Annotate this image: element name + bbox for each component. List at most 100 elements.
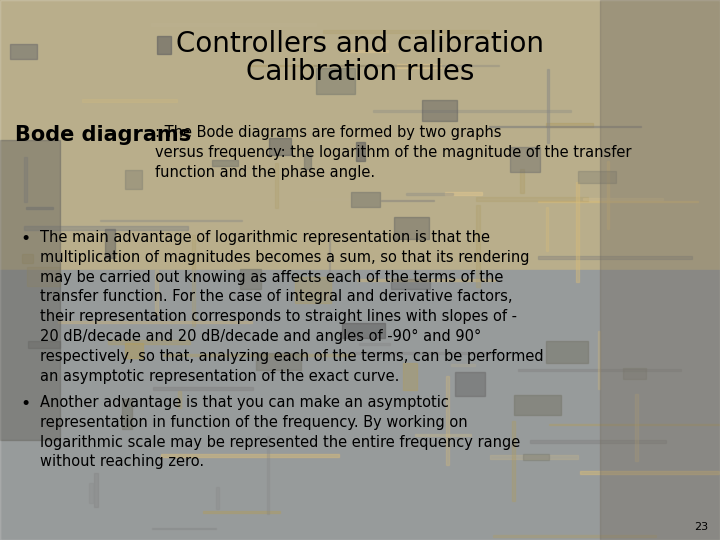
Text: Bode diagrams: Bode diagrams [15, 125, 191, 145]
Bar [125, 342, 143, 359]
Bar [247, 65, 433, 66]
Bar [157, 36, 171, 53]
Bar [455, 372, 485, 396]
Bar [329, 233, 330, 277]
Bar [357, 279, 495, 281]
Bar [178, 391, 181, 408]
Text: : The Bode diagrams are formed by two graphs
versus frequency: the logarithm of : : The Bode diagrams are formed by two gr… [155, 125, 631, 180]
Bar [150, 23, 315, 26]
Bar [82, 99, 177, 102]
Bar [531, 440, 666, 442]
Bar [356, 142, 364, 161]
Bar [518, 369, 681, 370]
Bar [27, 267, 60, 286]
Bar [514, 395, 561, 415]
Bar [576, 183, 579, 282]
Bar [153, 387, 253, 390]
Bar [106, 230, 114, 259]
Bar [155, 271, 158, 314]
Bar [445, 192, 482, 194]
Bar [476, 198, 588, 201]
Bar [580, 471, 719, 474]
Bar [144, 314, 171, 318]
Bar [446, 376, 449, 465]
Bar [24, 157, 27, 202]
Bar [359, 343, 390, 345]
Text: Calibration rules: Calibration rules [246, 58, 474, 86]
Bar [354, 352, 498, 354]
Bar [89, 483, 93, 503]
Bar [212, 160, 238, 166]
Bar [546, 207, 548, 252]
Bar [343, 323, 384, 338]
Bar [549, 424, 720, 425]
Bar [351, 192, 380, 207]
Bar [58, 321, 252, 323]
Text: 23: 23 [694, 522, 708, 532]
Text: •: • [20, 230, 30, 248]
Bar [192, 235, 195, 326]
Text: •: • [20, 395, 30, 413]
Text: Another advantage is that you can make an asymptotic
representation in function : Another advantage is that you can make a… [40, 395, 521, 469]
Bar [451, 364, 475, 366]
Text: The main advantage of logarithmic representation is that the
multiplication of m: The main advantage of logarithmic repres… [40, 230, 544, 383]
Bar [489, 126, 641, 127]
Bar [607, 161, 609, 229]
Bar [397, 64, 441, 68]
Bar [546, 341, 588, 363]
Bar [538, 256, 692, 259]
Bar [406, 193, 453, 195]
Bar [476, 205, 480, 287]
Bar [391, 279, 430, 289]
Bar [510, 146, 540, 172]
Bar [267, 436, 269, 514]
Bar [539, 201, 698, 202]
Bar [304, 154, 311, 169]
Bar [256, 353, 301, 370]
Bar [163, 354, 354, 356]
Bar [394, 217, 429, 239]
Bar [492, 535, 656, 537]
Bar [598, 330, 600, 389]
Text: Controllers and calibration: Controllers and calibration [176, 30, 544, 58]
Bar [108, 340, 190, 344]
Bar [203, 511, 280, 512]
Bar [583, 198, 663, 200]
Bar [381, 200, 434, 201]
Bar [422, 100, 457, 122]
Bar [274, 163, 279, 208]
Bar [512, 421, 515, 501]
Bar [27, 341, 60, 348]
Bar [99, 220, 242, 221]
Bar [152, 528, 217, 529]
Bar [24, 226, 188, 230]
Bar [269, 138, 292, 155]
Bar [577, 171, 616, 184]
Bar [523, 454, 549, 460]
Bar [308, 199, 418, 200]
Bar [546, 123, 593, 127]
Bar [314, 65, 499, 66]
Bar [11, 44, 37, 59]
Bar [600, 0, 720, 540]
Bar [240, 269, 261, 289]
Bar [122, 399, 132, 429]
Bar [415, 434, 472, 436]
Bar [520, 168, 523, 193]
Bar [403, 363, 417, 390]
Bar [27, 207, 53, 209]
Bar [0, 270, 720, 540]
Bar [0, 140, 60, 440]
Bar [125, 171, 142, 188]
Bar [342, 50, 388, 52]
Bar [323, 30, 489, 33]
Bar [547, 69, 549, 143]
Bar [636, 394, 638, 461]
Bar [623, 368, 646, 379]
Bar [0, 0, 720, 270]
Bar [316, 68, 356, 93]
Bar [490, 455, 578, 459]
Bar [373, 110, 572, 112]
Bar [216, 487, 219, 509]
Bar [294, 278, 331, 303]
